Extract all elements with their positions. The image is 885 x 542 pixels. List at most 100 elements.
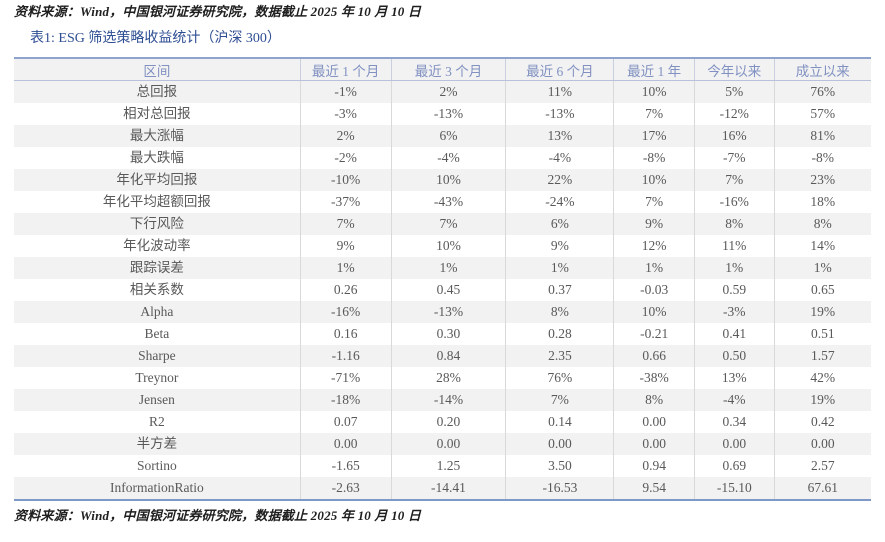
cell-value: 1.25 [390, 455, 506, 477]
row-label: 总回报 [136, 84, 178, 99]
row-label: 年化波动率 [123, 238, 191, 253]
report-page: 资料来源：Wind，中国银河证券研究院，数据截止 2025 年 10 月 10 … [14, 4, 871, 523]
cell-value: 0.34 [693, 411, 775, 433]
cell-value: -71% [299, 367, 392, 389]
cell-value: -1% [299, 80, 392, 103]
table-row: Treynor -71% 28% 76% -38% 13% 42% [14, 367, 871, 389]
cell-value: 1% [613, 257, 695, 279]
table-row: Jensen -18% -14% 7% 8% -4% 19% [14, 389, 871, 411]
row-label: Beta [144, 326, 170, 341]
row-label: 最大涨幅 [129, 128, 184, 143]
cell-value: 22% [505, 169, 614, 191]
cell-value: 7% [613, 103, 695, 125]
cell-value: -14% [390, 389, 506, 411]
cell-value: 0.16 [299, 323, 392, 345]
table-row: Sharpe -1.16 0.84 2.35 0.66 0.50 1.57 [14, 345, 871, 367]
cell-value: -37% [299, 191, 392, 213]
cell-value: 42% [773, 367, 871, 389]
cell-value: 0.51 [773, 323, 871, 345]
cell-value: 13% [505, 125, 614, 147]
cell-value: 10% [390, 169, 506, 191]
cell-value: -13% [505, 103, 614, 125]
table-body: 总回报 -1% 2% 11% 10% 5% 76% 相对总回报 -3% -13% -13% 7% -12… [14, 80, 871, 500]
cell-value: 1.57 [773, 345, 871, 367]
row-label: R2 [148, 414, 165, 429]
cell-value: -24% [505, 191, 614, 213]
cell-value: 10% [390, 235, 506, 257]
cell-value: 13% [693, 367, 775, 389]
cell-value: -4% [390, 147, 506, 169]
cell-value: 8% [505, 301, 614, 323]
row-label: 相关系数 [129, 282, 184, 297]
table-row: Sortino -1.65 1.25 3.50 0.94 0.69 2.57 [14, 455, 871, 477]
cell-value: 81% [773, 125, 871, 147]
cell-value: 10% [613, 80, 695, 103]
table-row: 年化平均回报 -10% 10% 22% 10% 7% 23% [14, 169, 871, 191]
cell-value: -4% [505, 147, 614, 169]
cell-value: -15.10 [693, 477, 775, 500]
cell-value: -16% [299, 301, 392, 323]
column-header-last-6-months: 最近 6 个月 [505, 58, 614, 81]
cell-value: 8% [613, 389, 695, 411]
cell-value: 0.41 [693, 323, 775, 345]
cell-value: 0.20 [390, 411, 506, 433]
cell-value: -1.65 [299, 455, 392, 477]
cell-value: 2.57 [773, 455, 871, 477]
table-row: Alpha -16% -13% 8% 10% -3% 19% [14, 301, 871, 323]
cell-value: 1% [390, 257, 506, 279]
cell-value: 0.00 [613, 411, 695, 433]
column-header-last-3-months: 最近 3 个月 [390, 58, 506, 81]
cell-value: -16% [693, 191, 775, 213]
table-row: R2 0.07 0.20 0.14 0.00 0.34 0.42 [14, 411, 871, 433]
cell-value: 0.65 [773, 279, 871, 301]
cell-value: 0.30 [390, 323, 506, 345]
source-note-top: 资料来源：Wind，中国银河证券研究院，数据截止 2025 年 10 月 10 … [14, 4, 422, 19]
cell-value: 0.69 [693, 455, 775, 477]
cell-value: 9% [299, 235, 392, 257]
cell-value: -13% [390, 103, 506, 125]
row-label: Jensen [138, 392, 175, 407]
row-label: 年化平均超额回报 [102, 194, 211, 209]
cell-value: 76% [773, 80, 871, 103]
cell-value: 76% [505, 367, 614, 389]
cell-value: 0.00 [505, 433, 614, 455]
cell-value: -8% [613, 147, 695, 169]
cell-value: 1% [773, 257, 871, 279]
table-row: InformationRatio -2.63 -14.41 -16.53 9.54 -15… [14, 477, 871, 500]
source-note-bottom: 资料来源：Wind，中国银河证券研究院，数据截止 2025 年 10 月 10 … [14, 508, 422, 523]
cell-value: -1.16 [299, 345, 392, 367]
cell-value: -13% [390, 301, 506, 323]
cell-value: 0.00 [773, 433, 871, 455]
cell-value: 10% [613, 169, 695, 191]
table-row: 年化波动率 9% 10% 9% 12% 11% 14% [14, 235, 871, 257]
row-label: Sharpe [138, 348, 176, 363]
cell-value: 2% [299, 125, 392, 147]
cell-value: -43% [390, 191, 506, 213]
cell-value: 0.00 [299, 433, 392, 455]
table-row: 半方差 0.00 0.00 0.00 0.00 0.00 0.00 [14, 433, 871, 455]
row-label: 跟踪误差 [129, 260, 184, 275]
cell-value: 0.94 [613, 455, 695, 477]
cell-value: 0.00 [693, 433, 775, 455]
cell-value: -3% [299, 103, 392, 125]
cell-value: 28% [390, 367, 506, 389]
cell-value: -14.41 [390, 477, 506, 500]
cell-value: -38% [613, 367, 695, 389]
column-header-year-to-date: 今年以来 [693, 58, 775, 81]
row-label: 下行风险 [129, 216, 184, 231]
table-row: 最大涨幅 2% 6% 13% 17% 16% 81% [14, 125, 871, 147]
cell-value: 0.45 [390, 279, 506, 301]
cell-value: -12% [693, 103, 775, 125]
row-label: InformationRatio [110, 480, 204, 495]
cell-value: 0.00 [390, 433, 506, 455]
cell-value: 14% [773, 235, 871, 257]
cell-value: 0.84 [390, 345, 506, 367]
cell-value: 0.14 [505, 411, 614, 433]
cell-value: 2% [390, 80, 506, 103]
row-label: 最大跌幅 [129, 150, 184, 165]
cell-value: 9.54 [613, 477, 695, 500]
cell-value: 0.50 [693, 345, 775, 367]
esg-strategy-stats-table: 区间 最近 1 个月 最近 3 个月 最近 6 个月 最近 1 年 今年以来 成… [14, 57, 871, 501]
table-title: 表1: ESG 筛选策略收益统计（沪深 300） [30, 31, 281, 46]
cell-value: 57% [773, 103, 871, 125]
